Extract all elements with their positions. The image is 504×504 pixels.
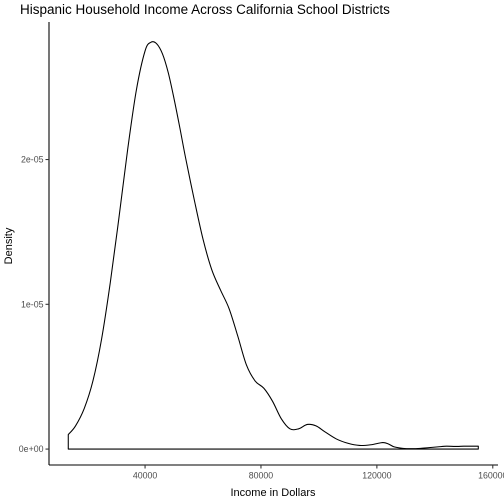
x-tick-label: 120000 (362, 471, 391, 481)
chart-title: Hispanic Household Income Across Califor… (20, 2, 390, 17)
y-axis-title: Density (3, 227, 15, 264)
data-marks (67, 41, 479, 450)
x-tick-label: 40000 (133, 471, 158, 481)
x-tick-label: 80000 (249, 471, 274, 481)
x-axis-title: Income in Dollars (231, 487, 316, 499)
y-tick-label: 2e-05 (21, 155, 44, 165)
y-tick-label: 0e+00 (19, 444, 44, 454)
density-curve (67, 41, 479, 450)
y-tick-label: 1e-05 (21, 299, 44, 309)
